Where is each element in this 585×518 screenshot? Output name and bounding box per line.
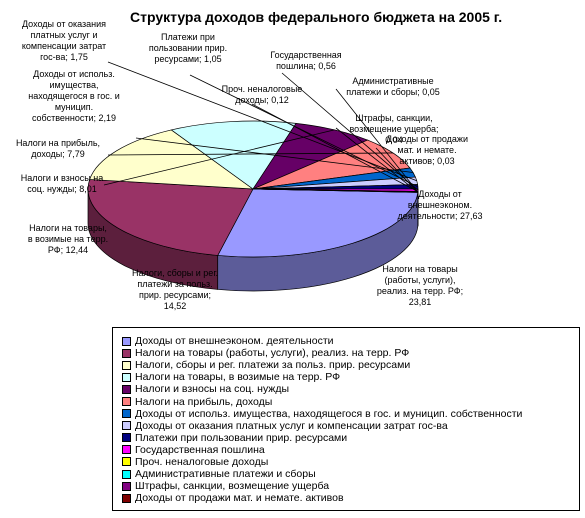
legend-swatch bbox=[122, 445, 131, 455]
data-label-8: Платежи при пользовании прир. ресурсами; 1… bbox=[149, 32, 227, 64]
legend-label: Налоги и взносы на соц. нужды bbox=[135, 383, 290, 396]
pie-slice-3 bbox=[170, 120, 297, 190]
data-labels: Доходы от внешнеэконом. деятельности; 27,6… bbox=[16, 19, 483, 311]
data-label-0: Доходы от внешнеэконом. деятельности; 27,6… bbox=[398, 189, 483, 221]
data-label-5: Налоги на прибыль, доходы; 7,79 bbox=[16, 138, 100, 159]
legend-swatch bbox=[122, 481, 131, 491]
legend-item: Штрафы, санкции, возмещение ущерба bbox=[122, 480, 579, 492]
legend-item: Налоги, сборы и рег. платежи за польз. п… bbox=[122, 359, 579, 371]
legend-label: Доходы от оказания платных услуг и компе… bbox=[135, 419, 448, 432]
legend-label: Платежи при пользовании прир. ресурсами bbox=[135, 431, 348, 444]
legend-swatch bbox=[122, 433, 131, 443]
data-label-7: Доходы от оказания платных услуг и компенс… bbox=[22, 19, 106, 62]
legend-label: Доходы от внешнеэконом. деятельности bbox=[135, 335, 334, 348]
legend-item: Налоги на прибыль, доходы bbox=[122, 395, 579, 408]
legend-item: Административные платежи и сборы bbox=[122, 468, 579, 480]
legend-swatch bbox=[122, 384, 131, 394]
pie-top bbox=[87, 120, 419, 258]
pie-slice-2 bbox=[89, 129, 255, 190]
leader-line-6 bbox=[135, 137, 414, 173]
pie-slice-0 bbox=[217, 188, 419, 258]
legend-item: Платежи при пользовании прир. ресурсами bbox=[122, 432, 579, 444]
legend-label: Налоги, сборы и рег. платежи за польз. п… bbox=[135, 359, 411, 372]
leader-line-9 bbox=[281, 72, 419, 191]
leader-line-11 bbox=[335, 88, 419, 193]
legend-item: Проч. неналоговые доходы bbox=[122, 456, 579, 468]
legend-swatch bbox=[122, 457, 131, 467]
legend-label: Административные платежи и сборы bbox=[135, 468, 316, 481]
leader-lines bbox=[103, 61, 419, 193]
leader-line-10 bbox=[251, 103, 419, 192]
data-label-12: Штрафы, санкции, возмещение ущерба; 0,04 bbox=[350, 113, 439, 145]
legend-label: Доходы от продажи мат. и немате. активов bbox=[135, 492, 344, 505]
data-label-10: Проч. неналоговые доходы; 0,12 bbox=[222, 84, 303, 105]
leader-line-13 bbox=[375, 147, 419, 193]
legend-item: Доходы от использ. имущества, находящего… bbox=[122, 408, 579, 420]
legend-label: Налоги на прибыль, доходы bbox=[135, 395, 273, 408]
legend-label: Налоги на товары, в возимые на терр. РФ bbox=[135, 371, 341, 384]
data-label-4: Налоги и взносы на соц. нужды; 8,01 bbox=[21, 173, 103, 194]
legend-label: Проч. неналоговые доходы bbox=[135, 455, 269, 468]
legend-swatch bbox=[122, 397, 131, 407]
pie-slice-1 bbox=[87, 179, 254, 256]
legend-swatch bbox=[122, 372, 131, 382]
data-label-11: Административные платежи и сборы; 0,05 bbox=[346, 76, 440, 97]
data-label-13: Доходы от продажи мат. и немате. активов; … bbox=[386, 134, 468, 166]
legend-swatch bbox=[122, 348, 131, 358]
legend-item: Налоги на товары, в возимые на терр. РФ bbox=[122, 371, 579, 383]
chart-title: Структура доходов федерального бюджета н… bbox=[130, 9, 502, 25]
legend-label: Штрафы, санкции, возмещение ущерба bbox=[135, 480, 330, 493]
legend-item: Налоги и взносы на соц. нужды bbox=[122, 383, 579, 395]
legend-swatch bbox=[122, 469, 131, 479]
legend-label: Налоги на товары (работы, услуги), реали… bbox=[135, 347, 410, 360]
leader-line-8 bbox=[189, 74, 419, 188]
legend-list: Доходы от внешнеэконом. деятельности Нало… bbox=[122, 335, 579, 504]
data-label-2: Налоги, сборы и рег. платежи за польз. при… bbox=[132, 268, 218, 311]
data-label-1: Налоги на товары (работы, услуги), реализ.… bbox=[377, 264, 463, 307]
data-label-9: Государственная пошлина; 0,56 bbox=[270, 50, 341, 71]
legend: Доходы от внешнеэконом. деятельности Нало… bbox=[112, 327, 580, 511]
legend-item: Налоги на товары (работы, услуги), реали… bbox=[122, 347, 579, 359]
legend-item: Доходы от внешнеэконом. деятельности bbox=[122, 335, 579, 347]
legend-swatch bbox=[122, 493, 131, 503]
legend-item: Доходы от оказания платных услуг и компе… bbox=[122, 420, 579, 432]
legend-label: Государственная пошлина bbox=[135, 443, 265, 456]
legend-swatch bbox=[122, 421, 131, 431]
legend-swatch bbox=[122, 360, 131, 370]
leader-line-4 bbox=[103, 129, 335, 186]
data-label-3: Налоги на товары, в возимые на терр. РФ; 1… bbox=[28, 223, 108, 255]
data-label-6: Доходы от использ. имущества, находящегося… bbox=[28, 69, 119, 123]
legend-swatch bbox=[122, 336, 131, 346]
legend-item: Доходы от продажи мат. и немате. активов bbox=[122, 492, 579, 504]
legend-swatch bbox=[122, 409, 131, 419]
legend-item: Государственная пошлина bbox=[122, 444, 579, 456]
legend-label: Доходы от использ. имущества, находящего… bbox=[135, 407, 523, 420]
leader-line-12 bbox=[335, 127, 419, 193]
